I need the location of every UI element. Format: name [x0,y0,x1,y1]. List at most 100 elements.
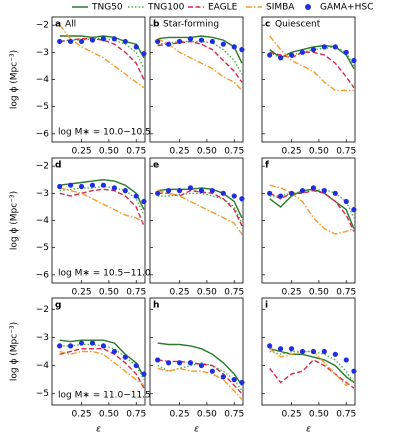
series-line [157,342,243,386]
panel-label: f [265,161,269,171]
data-point [78,38,85,45]
data-point [89,37,96,43]
series-line [59,24,145,89]
series-line [269,350,355,383]
data-point [299,188,306,194]
x-tick-label: 0.75 [336,147,356,157]
data-point [332,190,338,196]
legend-label: EAGLE [208,3,238,13]
series-line [269,51,355,89]
data-point [321,188,327,194]
x-tick-label: 0.50 [309,288,329,298]
data-point [343,198,349,205]
x-tick-label: 0.75 [126,410,146,420]
data-point [68,343,74,349]
data-point [155,38,161,45]
panel-title: Star-forming [163,20,219,30]
panel-label: i [265,301,268,311]
series-line [157,40,243,75]
data-point [209,188,215,194]
panel-title: All [65,20,76,30]
series-line [269,348,355,384]
data-point [288,190,295,196]
y-tick-label: −5 [36,243,49,253]
data-point [166,188,172,194]
y-axis-label: log ϕ (Mpc⁻³) [10,50,20,109]
data-point [133,193,139,199]
x-tick-label: 0.25 [170,410,190,420]
data-point [288,52,295,58]
series-line [59,350,145,386]
legend-label: TNG50 [91,3,123,13]
series-line [59,38,145,69]
x-tick-label: 0.50 [197,410,217,420]
data-point [78,183,85,190]
data-point [78,340,85,346]
data-point [239,47,245,53]
data-point [89,340,96,346]
series-line [157,359,243,395]
data-point [198,362,205,369]
x-tick-label: 0.50 [309,147,329,157]
data-point [133,44,139,50]
series-line [157,38,243,91]
x-axis-label: ε [96,425,101,435]
y-tick-label: −4 [36,216,50,226]
series-line [59,38,145,80]
x-tick-label: 0.75 [224,410,244,420]
data-point [166,41,172,47]
y-tick-label: −6 [36,129,50,139]
y-tick-label: −3 [36,48,49,58]
y-tick-label: −5 [36,389,49,399]
data-point [209,38,215,45]
data-point [220,41,226,47]
series-line [157,367,243,400]
panel-label: g [55,301,61,311]
data-point [278,55,284,61]
legend-label: SIMBA [266,3,295,13]
data-point [321,44,327,50]
x-axis-label: ε [194,425,199,435]
series-line [269,188,355,219]
panel-label: e [153,161,159,171]
series-line [157,362,243,392]
y-tick-label: −2 [36,162,49,172]
series-line [157,35,243,64]
x-tick-label: 0.75 [224,147,244,157]
y-tick-label: −3 [36,333,49,343]
x-tick-label: 0.25 [170,147,190,157]
panel-frame [261,297,356,406]
panel-frame [51,297,146,406]
series-line [157,187,243,219]
data-point [68,182,74,188]
data-point [141,371,147,377]
data-point [141,51,147,57]
series-line [269,184,355,235]
data-point [176,38,183,45]
data-point [288,346,295,352]
x-axis-label: ε [306,425,311,435]
panel-title: Quiescent [275,20,321,30]
data-point [176,360,183,366]
data-point [187,36,194,42]
data-point [111,36,117,42]
x-tick-label: 0.25 [72,288,92,298]
panel-frame [51,157,146,284]
data-point [166,360,172,366]
data-point [231,193,237,199]
x-tick-label: 0.25 [282,288,302,298]
series-line [59,188,145,227]
data-point [239,379,245,386]
data-point [267,52,273,58]
series-line [59,343,145,381]
data-point [220,190,226,196]
data-point [89,182,96,188]
panel-label: h [153,301,159,311]
series-line [157,192,243,224]
x-tick-label: 0.25 [170,288,190,298]
data-point [111,348,117,355]
data-point [351,368,357,374]
data-point [267,190,273,196]
panel-label: b [153,20,160,30]
